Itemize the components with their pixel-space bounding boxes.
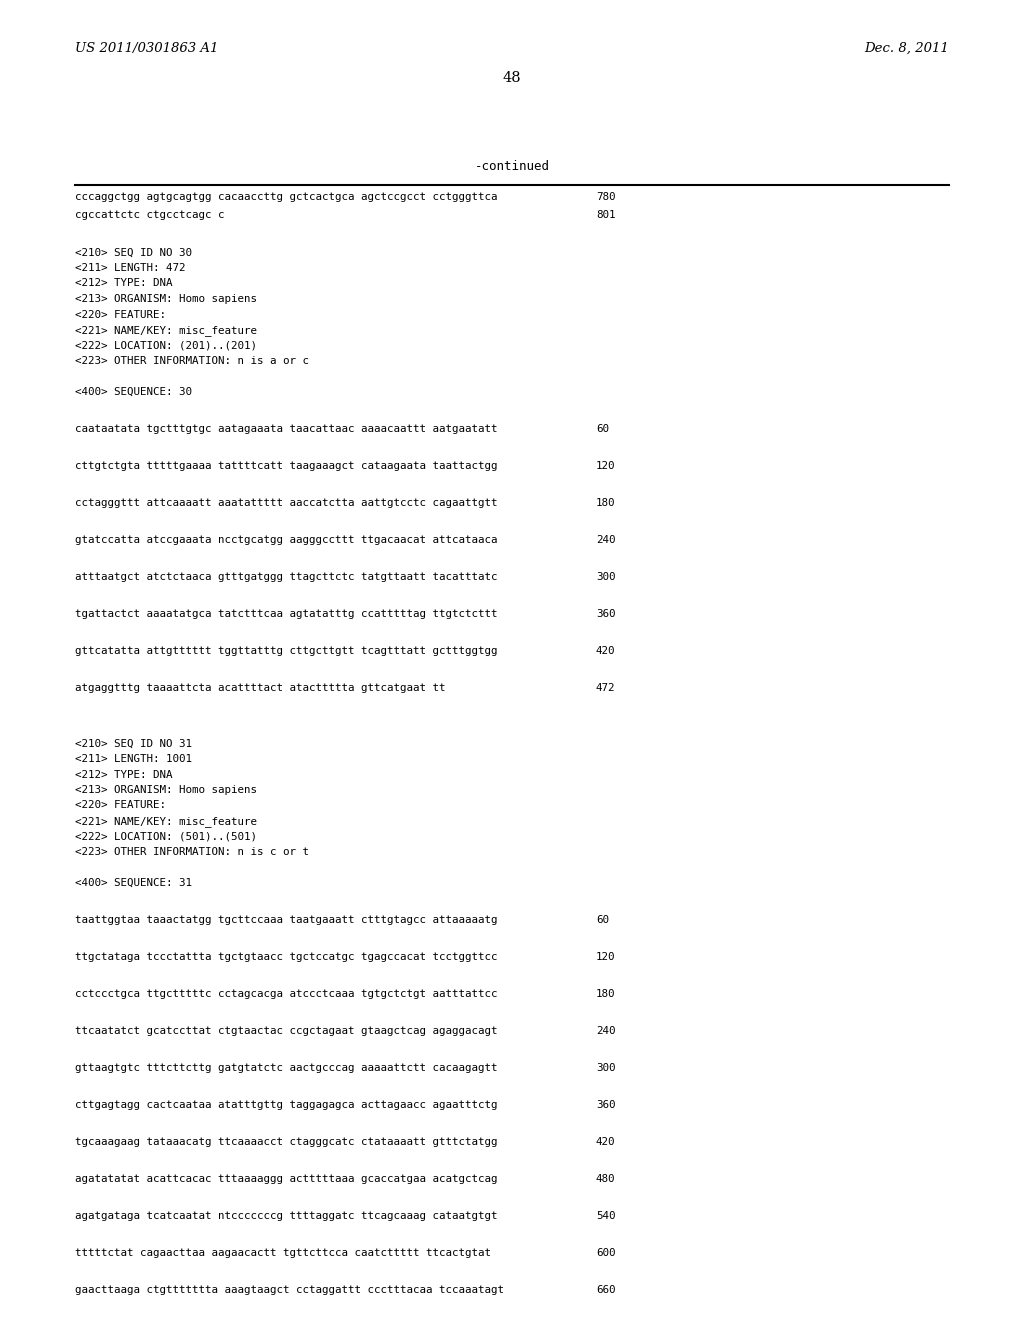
Text: 120: 120 <box>596 952 615 962</box>
Text: 420: 420 <box>596 1137 615 1147</box>
Text: <220> FEATURE:: <220> FEATURE: <box>75 309 166 319</box>
Text: -continued: -continued <box>474 160 550 173</box>
Text: <212> TYPE: DNA: <212> TYPE: DNA <box>75 770 172 780</box>
Text: cttgagtagg cactcaataa atatttgttg taggagagca acttagaacc agaatttctg: cttgagtagg cactcaataa atatttgttg taggaga… <box>75 1100 498 1110</box>
Text: 360: 360 <box>596 609 615 619</box>
Text: 60: 60 <box>596 424 609 434</box>
Text: tgcaaagaag tataaacatg ttcaaaacct ctagggcatc ctataaaatt gtttctatgg: tgcaaagaag tataaacatg ttcaaaacct ctagggc… <box>75 1137 498 1147</box>
Text: 600: 600 <box>596 1247 615 1258</box>
Text: ttgctataga tccctattta tgctgtaacc tgctccatgc tgagccacat tcctggttcc: ttgctataga tccctattta tgctgtaacc tgctcca… <box>75 952 498 962</box>
Text: <220> FEATURE:: <220> FEATURE: <box>75 800 166 810</box>
Text: <221> NAME/KEY: misc_feature: <221> NAME/KEY: misc_feature <box>75 325 257 335</box>
Text: <213> ORGANISM: Homo sapiens: <213> ORGANISM: Homo sapiens <box>75 785 257 795</box>
Text: <223> OTHER INFORMATION: n is c or t: <223> OTHER INFORMATION: n is c or t <box>75 847 309 857</box>
Text: atttaatgct atctctaaca gtttgatggg ttagcttctc tatgttaatt tacatttatc: atttaatgct atctctaaca gtttgatggg ttagctt… <box>75 572 498 582</box>
Text: 60: 60 <box>596 915 609 925</box>
Text: atgaggtttg taaaattcta acattttact atacttttta gttcatgaat tt: atgaggtttg taaaattcta acattttact atacttt… <box>75 682 445 693</box>
Text: ttcaatatct gcatccttat ctgtaactac ccgctagaat gtaagctcag agaggacagt: ttcaatatct gcatccttat ctgtaactac ccgctag… <box>75 1026 498 1036</box>
Text: cctagggttt attcaaaatt aaatattttt aaccatctta aattgtcctc cagaattgtt: cctagggttt attcaaaatt aaatattttt aaccatc… <box>75 498 498 508</box>
Text: 180: 180 <box>596 498 615 508</box>
Text: 240: 240 <box>596 535 615 545</box>
Text: 120: 120 <box>596 461 615 471</box>
Text: <212> TYPE: DNA: <212> TYPE: DNA <box>75 279 172 289</box>
Text: 480: 480 <box>596 1173 615 1184</box>
Text: gttcatatta attgtttttt tggttatttg cttgcttgtt tcagtttatt gctttggtgg: gttcatatta attgtttttt tggttatttg cttgctt… <box>75 645 498 656</box>
Text: tgattactct aaaatatgca tatctttcaa agtatatttg ccatttttag ttgtctcttt: tgattactct aaaatatgca tatctttcaa agtatat… <box>75 609 498 619</box>
Text: cgccattctc ctgcctcagc c: cgccattctc ctgcctcagc c <box>75 210 224 220</box>
Text: US 2011/0301863 A1: US 2011/0301863 A1 <box>75 42 218 55</box>
Text: <222> LOCATION: (201)..(201): <222> LOCATION: (201)..(201) <box>75 341 257 351</box>
Text: taattggtaa taaactatgg tgcttccaaa taatgaaatt ctttgtagcc attaaaaatg: taattggtaa taaactatgg tgcttccaaa taatgaa… <box>75 915 498 925</box>
Text: 48: 48 <box>503 71 521 84</box>
Text: agatgataga tcatcaatat ntcccccccg ttttaggatc ttcagcaaag cataatgtgt: agatgataga tcatcaatat ntcccccccg ttttagg… <box>75 1210 498 1221</box>
Text: cttgtctgta tttttgaaaa tattttcatt taagaaagct cataagaata taattactgg: cttgtctgta tttttgaaaa tattttcatt taagaaa… <box>75 461 498 471</box>
Text: <221> NAME/KEY: misc_feature: <221> NAME/KEY: misc_feature <box>75 816 257 826</box>
Text: 472: 472 <box>596 682 615 693</box>
Text: 540: 540 <box>596 1210 615 1221</box>
Text: 360: 360 <box>596 1100 615 1110</box>
Text: 660: 660 <box>596 1284 615 1295</box>
Text: <213> ORGANISM: Homo sapiens: <213> ORGANISM: Homo sapiens <box>75 294 257 304</box>
Text: gtatccatta atccgaaata ncctgcatgg aagggccttt ttgacaacat attcataaca: gtatccatta atccgaaata ncctgcatgg aagggcc… <box>75 535 498 545</box>
Text: agatatatat acattcacac tttaaaaggg actttttaaa gcaccatgaa acatgctcag: agatatatat acattcacac tttaaaaggg acttttt… <box>75 1173 498 1184</box>
Text: <210> SEQ ID NO 30: <210> SEQ ID NO 30 <box>75 248 193 257</box>
Text: tttttctat cagaacttaa aagaacactt tgttcttcca caatcttttt ttcactgtat: tttttctat cagaacttaa aagaacactt tgttcttc… <box>75 1247 490 1258</box>
Text: <211> LENGTH: 1001: <211> LENGTH: 1001 <box>75 754 193 764</box>
Text: 420: 420 <box>596 645 615 656</box>
Text: 240: 240 <box>596 1026 615 1036</box>
Text: <400> SEQUENCE: 30: <400> SEQUENCE: 30 <box>75 387 193 397</box>
Text: 780: 780 <box>596 191 615 202</box>
Text: 180: 180 <box>596 989 615 999</box>
Text: <211> LENGTH: 472: <211> LENGTH: 472 <box>75 263 185 273</box>
Text: gttaagtgtc tttcttcttg gatgtatctc aactgcccag aaaaattctt cacaagagtt: gttaagtgtc tttcttcttg gatgtatctc aactgcc… <box>75 1063 498 1073</box>
Text: <400> SEQUENCE: 31: <400> SEQUENCE: 31 <box>75 878 193 888</box>
Text: caataatata tgctttgtgc aatagaaata taacattaac aaaacaattt aatgaatatt: caataatata tgctttgtgc aatagaaata taacatt… <box>75 424 498 434</box>
Text: 300: 300 <box>596 1063 615 1073</box>
Text: <210> SEQ ID NO 31: <210> SEQ ID NO 31 <box>75 738 193 748</box>
Text: cctccctgca ttgctttttc cctagcacga atccctcaaa tgtgctctgt aatttattcc: cctccctgca ttgctttttc cctagcacga atccctc… <box>75 989 498 999</box>
Text: Dec. 8, 2011: Dec. 8, 2011 <box>864 42 949 55</box>
Text: 300: 300 <box>596 572 615 582</box>
Text: cccaggctgg agtgcagtgg cacaaccttg gctcactgca agctccgcct cctgggttca: cccaggctgg agtgcagtgg cacaaccttg gctcact… <box>75 191 498 202</box>
Text: <222> LOCATION: (501)..(501): <222> LOCATION: (501)..(501) <box>75 832 257 842</box>
Text: <223> OTHER INFORMATION: n is a or c: <223> OTHER INFORMATION: n is a or c <box>75 356 309 366</box>
Text: 801: 801 <box>596 210 615 220</box>
Text: gaacttaaga ctgttttttta aaagtaagct cctaggattt ccctttacaa tccaaatagt: gaacttaaga ctgttttttta aaagtaagct cctagg… <box>75 1284 504 1295</box>
